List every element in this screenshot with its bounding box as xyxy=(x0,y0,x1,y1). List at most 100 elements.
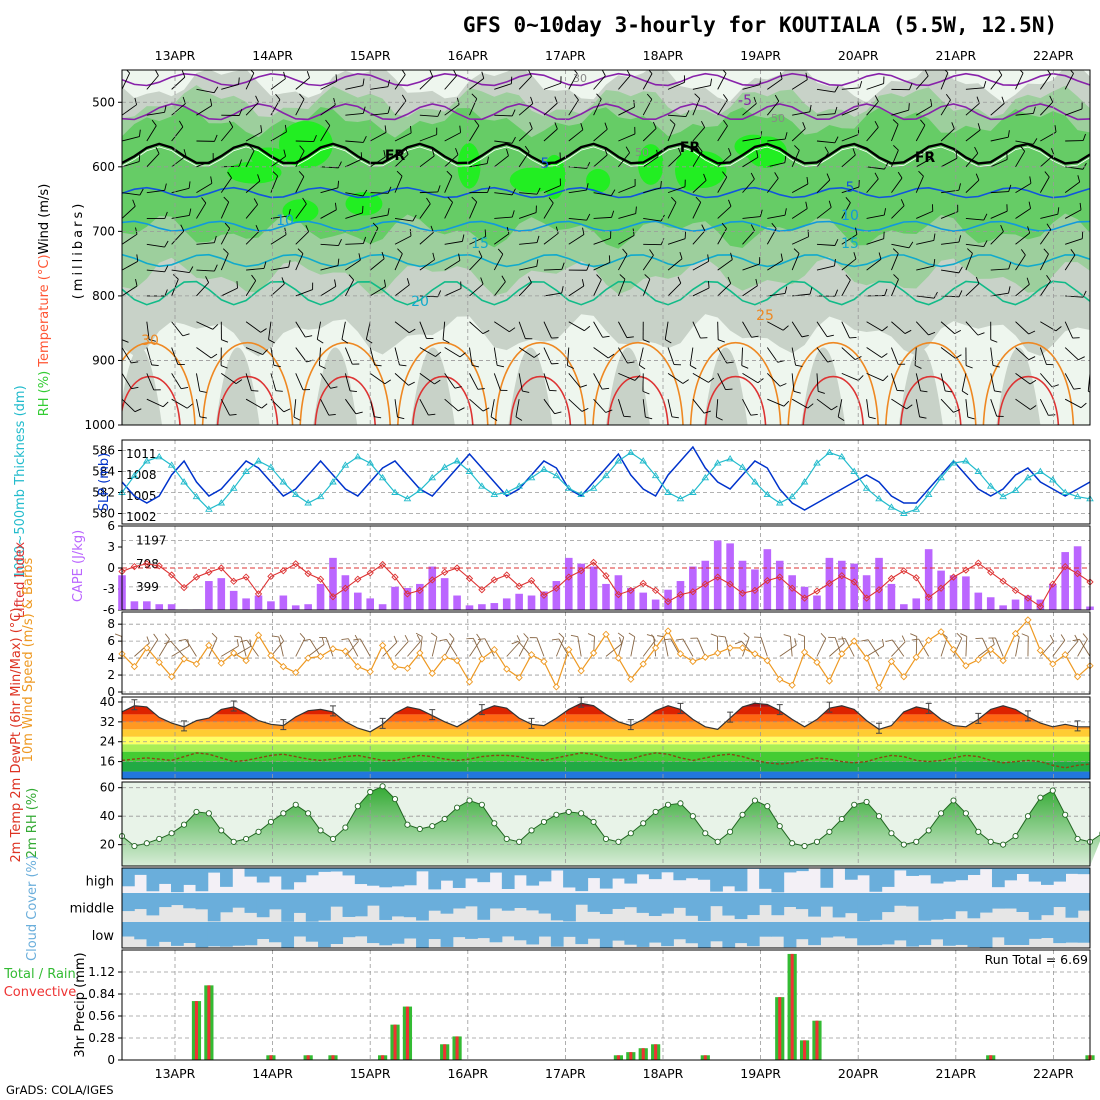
wind-barb xyxy=(916,291,938,299)
barb-staff xyxy=(245,347,263,355)
wind-barb xyxy=(791,145,800,167)
cloud-cell xyxy=(538,893,552,914)
barb-staff xyxy=(638,347,644,366)
barb-flag xyxy=(1049,95,1054,103)
rh-2m-marker xyxy=(230,838,237,845)
barb-staff xyxy=(767,162,785,168)
barb-flag xyxy=(362,78,365,86)
pressure-tick-label: 1000 xyxy=(84,418,115,432)
wind-barb xyxy=(1015,226,1031,245)
barb-staff xyxy=(431,636,438,657)
cloud-cell xyxy=(514,922,527,941)
footer-credit: GrADS: COLA/IGES xyxy=(6,1083,114,1097)
lifted-index-marker xyxy=(217,564,225,572)
barb-staff xyxy=(816,265,835,271)
isotherm-label: 15 xyxy=(841,236,859,252)
barb-staff xyxy=(446,639,458,657)
wind-speed-marker xyxy=(652,644,660,652)
cloud-level-label: low xyxy=(92,929,115,944)
thickness-marker xyxy=(614,457,623,464)
bottom-date-label: 18APR xyxy=(643,1066,684,1081)
wind-speed-marker xyxy=(490,645,498,654)
barb-flag xyxy=(1043,248,1049,255)
barb-staff xyxy=(891,347,899,365)
wind-barb xyxy=(295,93,305,116)
wind-barb xyxy=(469,156,489,168)
cloud-cell xyxy=(612,893,625,909)
barb-flag xyxy=(914,365,922,369)
barb-flag xyxy=(601,70,606,76)
cape-bar xyxy=(267,601,275,610)
wind-speed-marker xyxy=(130,662,139,671)
barb-staff xyxy=(866,101,879,116)
wind-barb xyxy=(196,276,210,297)
cloud-cell xyxy=(906,922,919,947)
rh-2m-marker xyxy=(466,797,473,804)
barb-flag xyxy=(328,414,336,416)
wind-barb xyxy=(593,148,608,168)
barb-staff xyxy=(122,285,138,297)
precip-convective-bar xyxy=(393,1024,397,1060)
wind-barb xyxy=(791,72,808,90)
wind-barb xyxy=(791,373,801,394)
barb-staff xyxy=(394,347,400,366)
barb-flag xyxy=(558,632,565,639)
barb-flag xyxy=(530,96,534,104)
wind-barb xyxy=(146,105,167,116)
barb-flag xyxy=(471,196,478,203)
wind-barb xyxy=(841,80,863,90)
barb-flag xyxy=(1028,356,1036,361)
cloud-cell xyxy=(930,922,944,940)
barb-flag xyxy=(283,149,287,157)
rh-plume xyxy=(996,347,1041,425)
precip-convective-bar xyxy=(703,1055,707,1060)
barb-flag xyxy=(954,329,962,335)
wind-speed-marker xyxy=(577,667,585,675)
barb-flag xyxy=(1046,70,1051,75)
cloud-cell xyxy=(869,868,883,892)
cloud-cell xyxy=(122,922,135,937)
precip-convective-bar xyxy=(654,1044,658,1060)
wind-speed-marker xyxy=(267,651,275,660)
barb-staff xyxy=(536,637,545,657)
thickness-marker xyxy=(291,490,300,498)
barb-staff xyxy=(1064,73,1074,90)
barb-staff xyxy=(841,321,850,339)
cape-bar xyxy=(1048,583,1057,610)
wind-barb xyxy=(891,83,913,91)
wind-speed-marker xyxy=(366,668,374,676)
barb-flag xyxy=(302,197,307,205)
barb-flag xyxy=(604,148,608,156)
rh-2m-marker xyxy=(615,838,622,845)
cape-bar xyxy=(403,587,412,610)
cloud-cell xyxy=(256,922,270,940)
barb-staff xyxy=(419,321,427,339)
barb-staff xyxy=(469,256,483,271)
lifted-index-marker xyxy=(838,572,846,580)
barb-flag xyxy=(288,260,291,268)
wind-barb xyxy=(369,347,382,367)
barb-flag xyxy=(283,408,291,413)
cloud-cell xyxy=(440,922,454,947)
barb-staff xyxy=(742,84,761,90)
wind-barb xyxy=(568,213,591,221)
barb-staff xyxy=(171,103,186,116)
barb-staff xyxy=(493,347,498,366)
barb-flag xyxy=(299,145,305,152)
lifted-index-marker xyxy=(341,584,350,592)
barb-flag xyxy=(480,277,484,285)
barb-staff xyxy=(779,644,797,657)
rh-2m-marker xyxy=(503,835,510,842)
barb-staff xyxy=(1089,217,1090,219)
wind-barb xyxy=(171,266,194,274)
barb-flag xyxy=(432,252,435,260)
barb-flag xyxy=(273,364,281,368)
barb-flag xyxy=(802,122,806,129)
barb-flag xyxy=(333,97,336,105)
barb-flag xyxy=(611,210,615,218)
barb-staff xyxy=(891,177,903,193)
cloud-cell xyxy=(330,893,344,907)
barb-flag xyxy=(164,211,168,219)
wind-10m-barb xyxy=(1040,634,1054,657)
